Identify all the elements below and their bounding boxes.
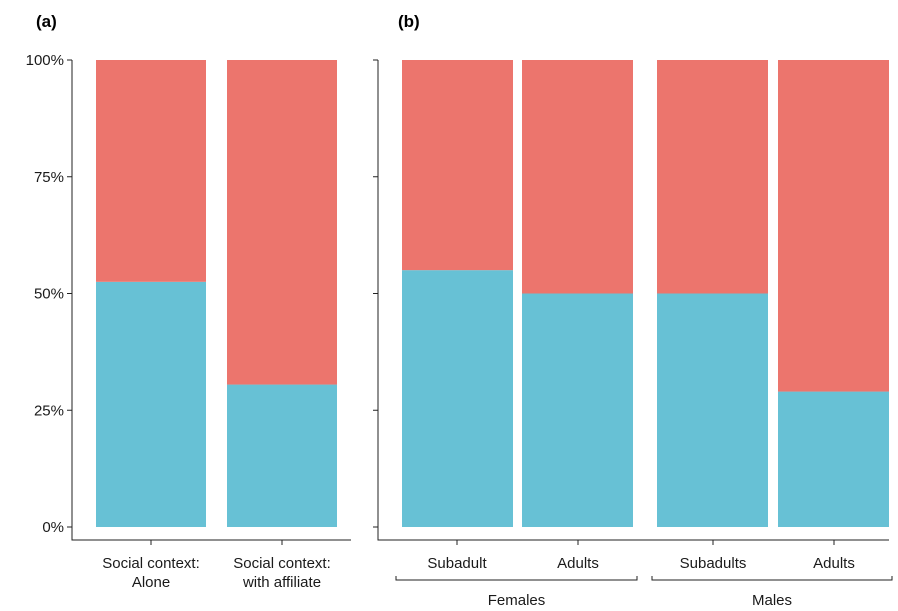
x-tick-label: Alone [132, 574, 170, 591]
group-label: Males [752, 592, 792, 609]
y-tick-label: 0% [42, 519, 64, 536]
y-tick-label: 50% [34, 286, 64, 303]
panel-label-b: (b) [398, 12, 420, 31]
bar-segment-lower [778, 391, 889, 527]
y-tick-label: 100% [26, 52, 64, 69]
x-tick-label: Adults [813, 555, 855, 572]
x-tick-label: Subadults [680, 555, 747, 572]
bar-segment-upper [96, 60, 206, 282]
bar-segment-upper [522, 60, 633, 294]
group-bracket [395, 576, 638, 581]
panel-a: 0% 25% 50% 75% 100% Social context: Alone Socia… [26, 52, 351, 591]
y-tick-label: 75% [34, 169, 64, 186]
x-tick-label: Social context: [102, 555, 200, 572]
x-tick-label: Adults [557, 555, 599, 572]
x-tick-label: Social context: [233, 555, 331, 572]
bar-segment-upper [402, 60, 513, 271]
panel-label-a: (a) [36, 12, 57, 31]
x-tick-label: with affiliate [242, 574, 321, 591]
bar-segment-lower [522, 293, 633, 527]
panel-b: Subadult Adults Subadults Adults Females Male… [373, 59, 893, 609]
group-bracket [651, 576, 893, 581]
group-label: Females [488, 592, 546, 609]
panel-b-axis [377, 60, 889, 541]
bar-segment-upper [778, 60, 889, 392]
bar-segment-upper [657, 60, 768, 294]
bar-segment-upper [227, 60, 337, 385]
x-tick-label: Subadult [427, 555, 487, 572]
y-tick-label: 25% [34, 402, 64, 419]
bar-segment-lower [227, 384, 337, 527]
bar-segment-lower [402, 270, 513, 527]
bar-segment-lower [96, 281, 206, 527]
bar-segment-lower [657, 293, 768, 527]
panel-a-axis [71, 60, 351, 541]
